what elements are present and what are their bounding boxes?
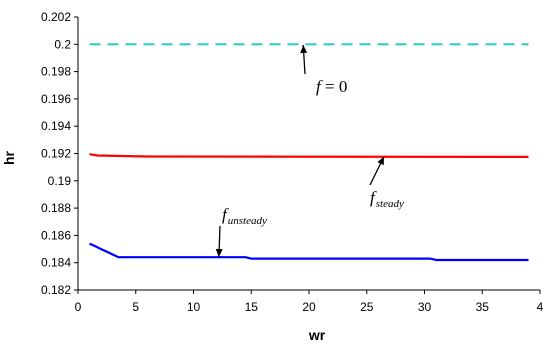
x-tick-label: 5 (132, 300, 139, 314)
x-tick-label: 35 (476, 300, 490, 314)
y-tick-label: 0.198 (41, 65, 71, 79)
x-tick-label: 25 (360, 300, 374, 314)
y-axis-label: hr (1, 150, 17, 165)
annotation-equation: = 0 (321, 77, 348, 96)
x-tick-label: 0 (75, 300, 82, 314)
annotation-subscript: unsteady (228, 215, 267, 227)
x-axis-label: wr (308, 327, 326, 343)
annotation-symbol: f (370, 188, 377, 207)
y-tick-label: 0.2 (54, 37, 71, 51)
annotation-subscript: steady (376, 198, 404, 210)
y-tick-label: 0.202 (41, 10, 71, 24)
y-tick-label: 0.184 (41, 256, 71, 270)
annotation-label: f = 0 (316, 77, 347, 96)
y-tick-label: 0.19 (48, 174, 72, 188)
y-tick-label: 0.192 (41, 147, 71, 161)
x-tick-label: 20 (302, 300, 316, 314)
x-tick-label: 10 (187, 300, 201, 314)
axes (77, 17, 540, 291)
y-tick-label: 0.182 (41, 283, 71, 297)
x-tick-label: 15 (245, 300, 259, 314)
x-tick-label: 4 (537, 300, 544, 314)
series-line-1 (89, 153, 529, 158)
annotation-label: funsteady (222, 205, 267, 227)
annotation-label: fsteady (370, 188, 404, 210)
annotation-symbol: f (222, 205, 229, 224)
x-tick-label: 30 (418, 300, 432, 314)
annotation-arrow-head (215, 248, 223, 257)
annotation-symbol: f (316, 77, 323, 96)
x-axis-ticks: 0 5 10 15 20 25 30 35 4 (75, 290, 544, 314)
series-group (89, 43, 529, 262)
y-axis-ticks: 0.182 0.184 0.186 0.188 0.19 0.192 0.194 0.196 0… (41, 10, 78, 297)
annotation-arrow-head (377, 156, 385, 166)
y-tick-label: 0.188 (41, 201, 71, 215)
y-tick-label: 0.196 (41, 92, 71, 106)
y-tick-label: 0.186 (41, 228, 71, 242)
series-line-2 (89, 242, 529, 262)
y-tick-label: 0.194 (41, 119, 71, 133)
annotation-arrow-head (300, 44, 308, 54)
